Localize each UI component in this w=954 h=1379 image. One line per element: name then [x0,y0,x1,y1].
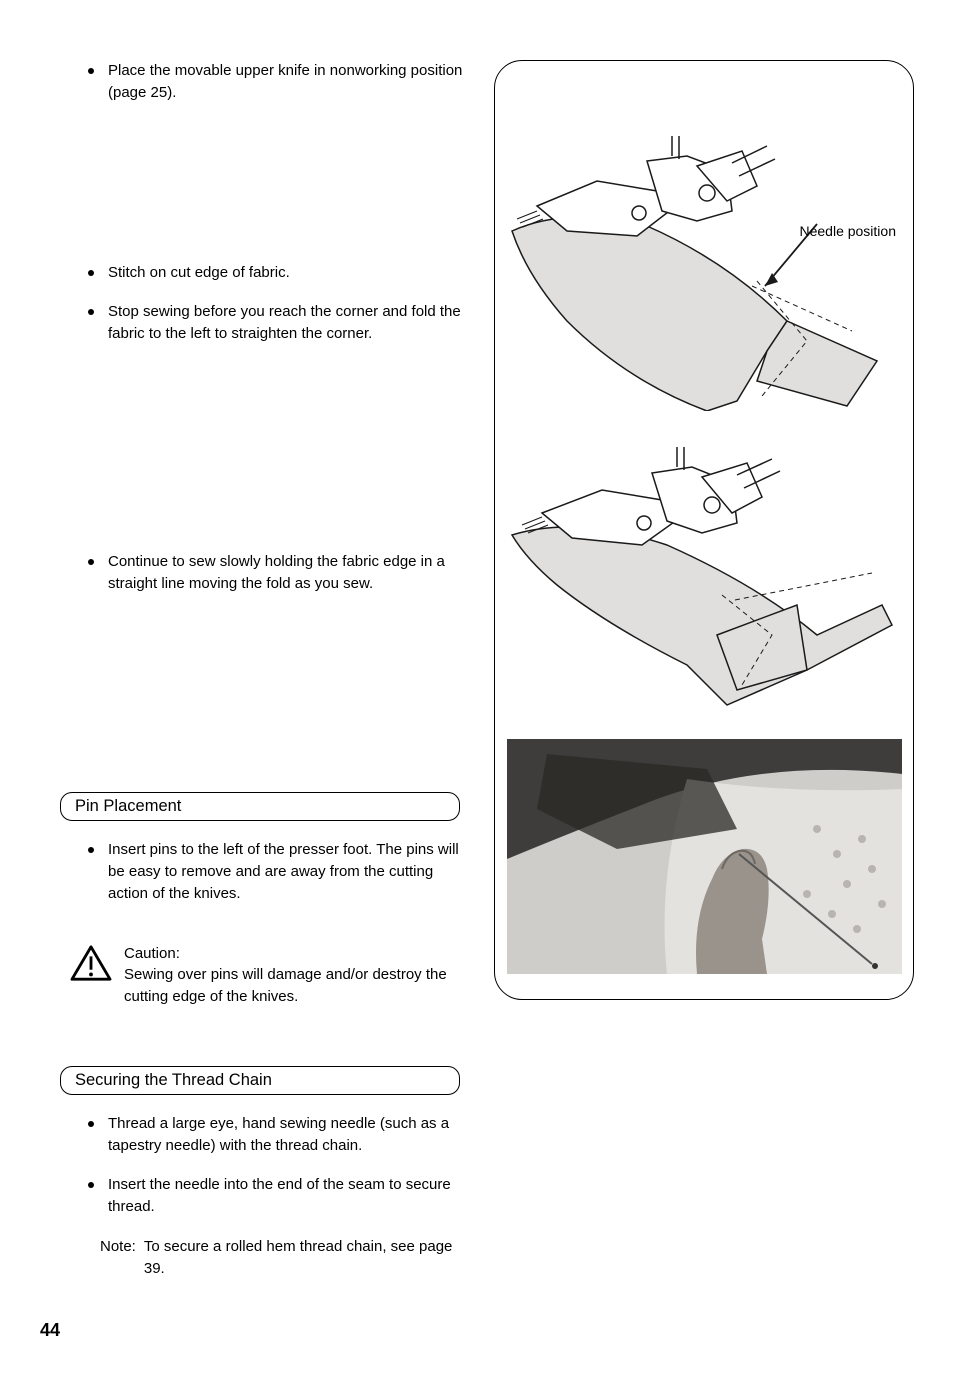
bullet-item-1: Place the movable upper knife in nonwork… [88,60,474,104]
bullet-dot [88,847,94,853]
bullet-item-2: Stitch on cut edge of fabric. [88,262,474,284]
caution-body: Sewing over pins will damage and/or dest… [124,966,447,1005]
bullet-item-3: Stop sewing before you reach the corner … [88,301,474,345]
bullet-text: Insert the needle into the end of the se… [108,1174,474,1218]
bullet-text: Insert pins to the left of the presser f… [108,839,474,904]
bullet-dot [88,270,94,276]
bullet-item-7: Insert the needle into the end of the se… [88,1174,474,1218]
bullet-dot [88,1121,94,1127]
serger-corner-diagram-2-icon [507,425,902,725]
bullet-item-5: Insert pins to the left of the presser f… [88,839,474,904]
caution-block: Caution: Sewing over pins will damage an… [60,943,474,1008]
caution-label: Caution: [124,943,474,965]
bullet-text: Place the movable upper knife in nonwork… [108,60,474,104]
bullet-text: Stop sewing before you reach the corner … [108,301,474,345]
illustration-frame: Needle position [494,60,914,1000]
serger-corner-diagram-1-icon [507,91,902,411]
bullet-item-6: Thread a large eye, hand sewing needle (… [88,1113,474,1157]
illustration-panel-2 [507,425,902,725]
section-header-label: Pin Placement [75,797,181,815]
section-header-securing-thread: Securing the Thread Chain [60,1066,460,1095]
bullet-dot [88,309,94,315]
left-text-column: Place the movable upper knife in nonwork… [60,60,474,1339]
page-number: 44 [40,1320,60,1341]
bullet-dot [88,1182,94,1188]
note-block: Note: To secure a rolled hem thread chai… [60,1236,474,1280]
bullet-text: Continue to sew slowly holding the fabri… [108,551,474,595]
bullet-dot [88,68,94,74]
note-body: To secure a rolled hem thread chain, see… [144,1236,474,1280]
bullet-dot [88,559,94,565]
note-label: Note: [100,1236,136,1280]
bullet-text: Stitch on cut edge of fabric. [108,262,290,284]
caution-text-block: Caution: Sewing over pins will damage an… [124,943,474,1008]
illustration-panel-1 [507,91,902,411]
needle-position-label: Needle position [799,223,896,239]
illustration-panel-3 [507,739,902,974]
section-header-label: Securing the Thread Chain [75,1071,272,1089]
right-illustration-column: Needle position [494,60,914,1339]
bullet-text: Thread a large eye, hand sewing needle (… [108,1113,474,1157]
bullet-item-4: Continue to sew slowly holding the fabri… [88,551,474,595]
pin-placement-photo-icon [507,739,902,974]
section-header-pin-placement: Pin Placement [60,792,460,821]
warning-triangle-icon [70,945,112,983]
